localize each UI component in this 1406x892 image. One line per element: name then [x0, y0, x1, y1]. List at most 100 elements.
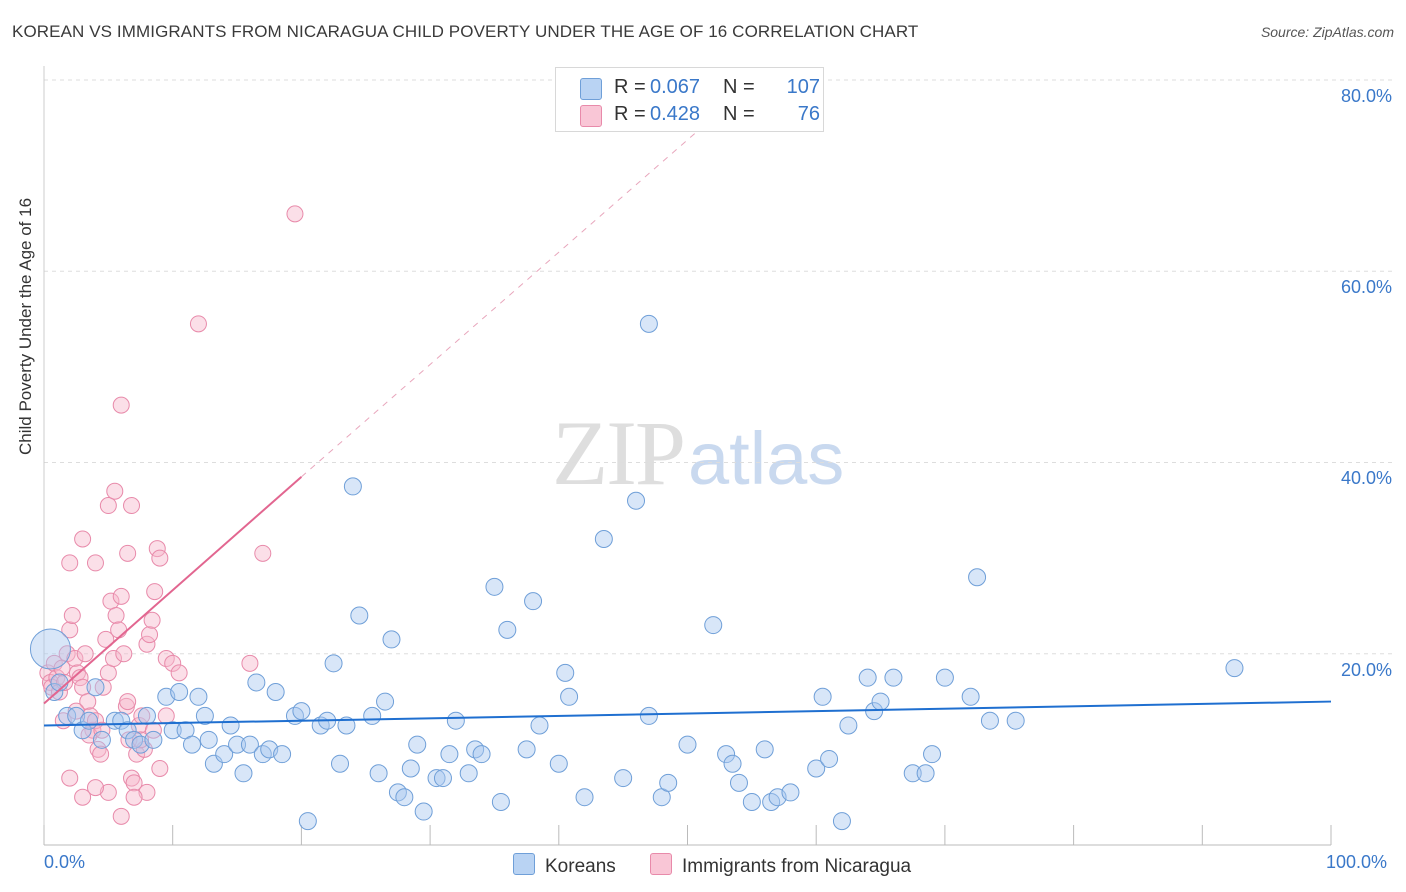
- nicaragua-point: [107, 607, 125, 624]
- legend-n-value: 76: [797, 103, 820, 125]
- koreans-point: [807, 759, 826, 778]
- legend-n-label: N =: [723, 76, 755, 98]
- nicaragua-point: [254, 544, 272, 562]
- y-tick-label: 40.0%: [1340, 468, 1392, 488]
- nicaragua-point: [63, 607, 81, 624]
- koreans-point: [916, 764, 935, 783]
- koreans-point: [556, 663, 575, 682]
- koreans-point: [369, 764, 388, 783]
- koreans-point: [968, 568, 987, 587]
- koreans-point: [170, 683, 189, 701]
- nicaragua-points: [39, 205, 304, 825]
- nicaragua-point: [241, 654, 259, 672]
- koreans-point: [871, 692, 890, 711]
- nicaragua-point: [120, 731, 138, 749]
- koreans-point: [678, 735, 697, 754]
- nicaragua-point: [112, 396, 130, 414]
- koreans-point: [903, 764, 922, 783]
- nicaragua-point: [74, 530, 92, 548]
- koreans-points: [29, 314, 1244, 831]
- koreans-point: [498, 620, 517, 639]
- koreans-point: [1225, 659, 1244, 678]
- koreans-point: [331, 754, 350, 773]
- nicaragua-point: [141, 626, 159, 644]
- koreans-point: [376, 692, 395, 711]
- watermark-zip: ZIP: [552, 402, 686, 504]
- koreans-point: [118, 721, 137, 740]
- nicaragua-point: [123, 497, 141, 515]
- chart-title: KOREAN VS IMMIGRANTS FROM NICARAGUA CHIL…: [12, 22, 919, 41]
- koreans-point: [363, 706, 382, 725]
- koreans-point: [755, 740, 774, 759]
- nicaragua-point: [66, 650, 84, 668]
- koreans-point: [343, 477, 362, 496]
- koreans-trend-line: [43, 700, 1332, 727]
- nicaragua-trend-line: [43, 476, 303, 705]
- nicaragua-point: [119, 693, 137, 711]
- koreans-point: [491, 792, 510, 811]
- nicaragua-point: [104, 650, 122, 668]
- koreans-point: [517, 740, 536, 759]
- koreans-point: [221, 716, 240, 735]
- koreans-point: [575, 788, 594, 807]
- koreans-point: [935, 668, 954, 687]
- nicaragua-point: [50, 683, 68, 701]
- nicaragua-point: [61, 554, 79, 572]
- koreans-point: [614, 769, 633, 788]
- bottom-legend-koreans-label: Koreans: [545, 856, 616, 877]
- koreans-point: [1006, 711, 1025, 730]
- nicaragua-point: [119, 544, 137, 562]
- koreans-point: [73, 721, 92, 740]
- koreans-point: [440, 745, 459, 764]
- nicaragua-point: [86, 779, 104, 797]
- koreans-point: [980, 711, 999, 730]
- nicaragua-point: [138, 783, 156, 801]
- koreans-point: [832, 812, 851, 831]
- grid-lines: [44, 79, 1394, 655]
- koreans-point: [524, 592, 543, 611]
- nicaragua-point: [74, 788, 92, 806]
- koreans-point: [884, 668, 903, 687]
- nicaragua-point: [132, 731, 150, 749]
- legend-n-value: 107: [786, 76, 820, 98]
- y-tick-label: 20.0%: [1340, 660, 1392, 680]
- koreans-point: [183, 735, 202, 754]
- koreans-swatch: [580, 78, 602, 100]
- nicaragua-point: [151, 760, 169, 777]
- koreans-point: [189, 687, 208, 706]
- koreans-point: [723, 754, 742, 773]
- nicaragua-point: [99, 497, 117, 515]
- nicaragua-point: [89, 740, 107, 758]
- koreans-point: [234, 764, 253, 783]
- koreans-point: [273, 745, 292, 764]
- nicaragua-point: [76, 645, 94, 663]
- nicaragua-point: [148, 540, 166, 558]
- nicaragua-point: [143, 611, 161, 629]
- koreans-point: [858, 668, 877, 687]
- koreans-point: [382, 630, 401, 649]
- koreans-point: [472, 745, 491, 764]
- koreans-point: [401, 759, 420, 778]
- koreans-point: [813, 687, 832, 706]
- koreans-point: [163, 721, 182, 740]
- koreans-point: [80, 711, 99, 730]
- koreans-point: [446, 711, 465, 730]
- x-tick-label-max: 100.0%: [1326, 852, 1388, 872]
- legend-r-label: R =: [614, 103, 646, 125]
- koreans-point: [704, 616, 723, 635]
- nicaragua-point: [112, 587, 130, 605]
- koreans-point: [742, 792, 761, 811]
- koreans-point: [627, 491, 646, 510]
- koreans-point: [137, 706, 156, 725]
- koreans-point: [530, 716, 549, 735]
- nicaragua-point: [99, 664, 117, 682]
- koreans-point: [50, 673, 69, 692]
- koreans-point: [560, 687, 579, 706]
- legend-r-label: R =: [614, 76, 646, 98]
- bottom-legend-koreans: Koreans: [513, 853, 616, 878]
- koreans-point: [45, 683, 64, 701]
- koreans-point: [92, 730, 111, 749]
- nicaragua-point: [189, 315, 207, 333]
- nicaragua-point: [92, 745, 110, 763]
- y-axis-label: Child Poverty Under the Age of 16: [16, 197, 35, 455]
